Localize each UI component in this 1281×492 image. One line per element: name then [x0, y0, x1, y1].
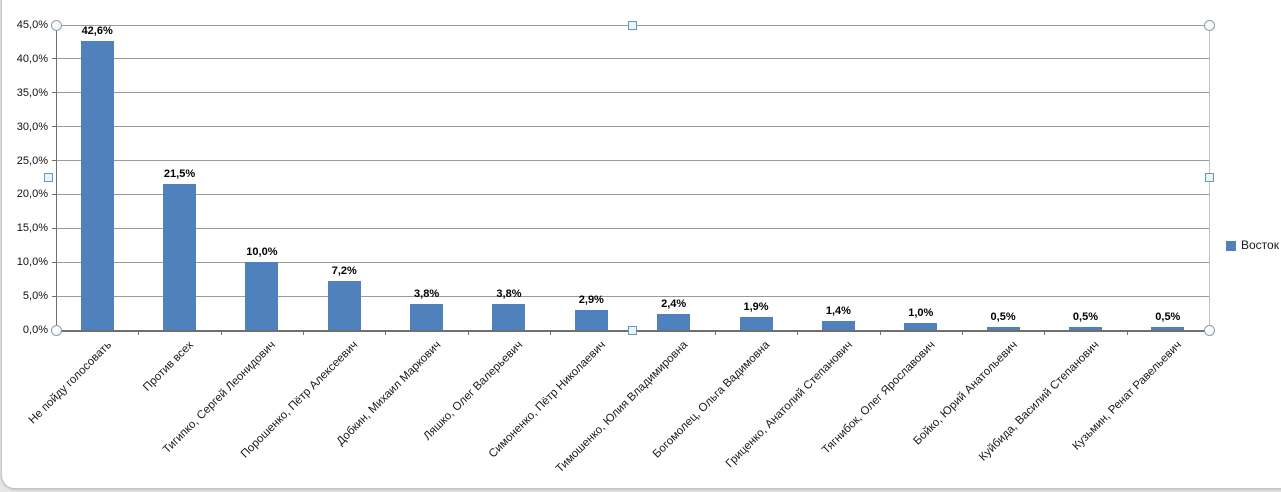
bar[interactable]	[904, 323, 938, 330]
data-label: 0,5%	[1155, 310, 1181, 323]
y-axis-tick	[52, 160, 56, 162]
x-axis-tick	[797, 331, 799, 335]
y-axis-label: 40,0%	[16, 52, 48, 65]
y-axis-label: 15,0%	[16, 222, 48, 235]
bar[interactable]	[739, 317, 773, 330]
data-label: 0,5%	[990, 310, 1016, 323]
bar[interactable]	[657, 313, 691, 330]
category-label-text: Тимошенко, Юлия Владимировна	[553, 339, 691, 476]
x-axis-tick	[138, 331, 140, 335]
bar[interactable]	[80, 41, 114, 330]
data-label: 21,5%	[163, 168, 196, 181]
major-gridline	[56, 193, 1209, 195]
data-label: 2,9%	[578, 294, 604, 307]
y-axis-label: 45,0%	[16, 19, 48, 31]
major-gridline	[56, 295, 1209, 297]
x-axis-tick	[714, 331, 716, 335]
y-axis-label: 5,0%	[22, 290, 48, 303]
y-axis-tick	[52, 227, 56, 229]
major-gridline	[56, 160, 1209, 162]
bar[interactable]	[574, 310, 608, 330]
x-axis-tick	[303, 331, 305, 335]
y-axis-tick	[52, 295, 56, 297]
data-label: 2,4%	[661, 297, 687, 310]
x-axis-tick	[632, 331, 634, 335]
bar[interactable]	[1151, 326, 1185, 330]
y-axis-label: 30,0%	[16, 120, 48, 133]
y-axis-line	[56, 25, 57, 330]
category-label-text: Против всех	[141, 339, 197, 394]
plot-area-border	[1209, 25, 1210, 330]
data-label: 10,0%	[246, 246, 278, 259]
major-gridline	[56, 227, 1209, 229]
y-axis-label: 20,0%	[16, 188, 48, 201]
x-axis-tick	[56, 331, 57, 335]
bar[interactable]	[1068, 326, 1102, 330]
bar[interactable]	[245, 262, 279, 330]
data-label: 1,0%	[908, 307, 934, 320]
bar[interactable]	[821, 320, 855, 330]
y-axis-tick	[52, 92, 56, 94]
x-axis-tick	[220, 331, 222, 335]
data-label: 0,5%	[1072, 310, 1098, 323]
y-axis-tick	[52, 58, 56, 60]
data-label: 42,6%	[81, 25, 113, 38]
bar[interactable]	[163, 184, 197, 330]
bar[interactable]	[986, 326, 1020, 330]
y-axis-tick	[52, 126, 56, 128]
x-axis-tick	[467, 331, 469, 335]
major-gridline	[56, 126, 1209, 128]
major-gridline	[56, 58, 1209, 60]
y-axis-label: 10,0%	[16, 256, 48, 269]
x-axis-tick	[550, 331, 552, 335]
bar[interactable]	[492, 304, 526, 330]
major-gridline	[56, 261, 1209, 263]
x-axis-tick	[879, 331, 881, 335]
data-label: 1,4%	[825, 304, 851, 317]
y-axis-label: 25,0%	[16, 154, 48, 167]
legend-label: Восток	[1241, 238, 1279, 252]
y-axis-tick	[52, 261, 56, 263]
y-axis-label: 0,0%	[22, 324, 48, 336]
data-label: 3,8%	[414, 288, 440, 301]
major-gridline	[56, 92, 1209, 94]
x-axis-tick	[1209, 331, 1210, 335]
y-axis-tick	[52, 193, 56, 195]
x-axis-tick	[385, 331, 387, 335]
legend[interactable]: Восток	[1226, 239, 1279, 252]
major-gridline	[56, 24, 1209, 26]
x-axis-tick	[961, 331, 963, 335]
legend-swatch-icon	[1226, 240, 1236, 251]
data-label: 7,2%	[331, 265, 357, 278]
data-label: 3,8%	[496, 288, 522, 301]
x-axis-tick	[1044, 331, 1046, 335]
data-label: 1,9%	[743, 301, 769, 314]
bar[interactable]	[327, 281, 361, 330]
x-axis-tick	[1126, 331, 1128, 335]
y-axis-label: 35,0%	[16, 86, 48, 99]
category-label-text: Не пойду голосовать	[26, 339, 114, 427]
bar[interactable]	[410, 304, 444, 330]
